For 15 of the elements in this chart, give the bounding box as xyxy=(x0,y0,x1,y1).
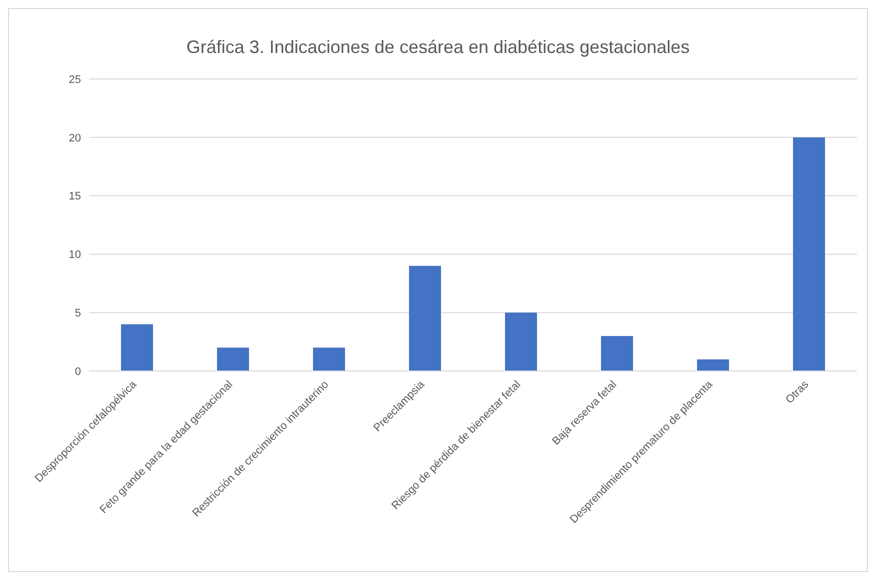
chart-title: Gráfica 3. Indicaciones de cesárea en diabéticas gestacionales xyxy=(185,37,691,58)
y-tick-label: 15 xyxy=(68,190,81,203)
bar xyxy=(217,348,249,371)
y-tick-label: 25 xyxy=(68,74,81,86)
y-tick-label: 5 xyxy=(74,308,81,320)
y-tick-label: 10 xyxy=(68,249,81,262)
bar xyxy=(121,324,153,371)
bar xyxy=(697,359,729,371)
bar xyxy=(409,266,441,371)
y-tick-label: 0 xyxy=(74,366,81,378)
y-tick-label: 20 xyxy=(68,132,81,144)
bar xyxy=(793,137,825,371)
bar xyxy=(313,348,345,371)
bar xyxy=(505,312,537,371)
bar xyxy=(601,336,633,371)
